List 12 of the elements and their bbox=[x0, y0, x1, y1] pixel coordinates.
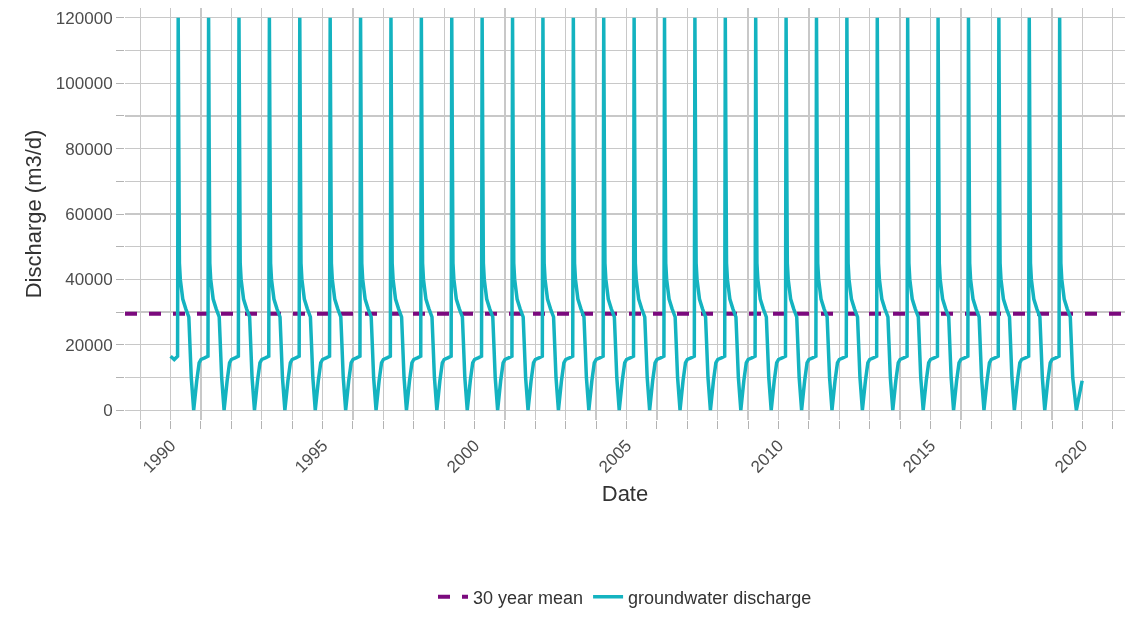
y-tick-label: 80000 bbox=[65, 139, 113, 159]
y-tick-label: 60000 bbox=[65, 204, 113, 224]
y-tick-label: 100000 bbox=[55, 74, 113, 94]
y-tick-label: 120000 bbox=[55, 8, 113, 28]
y-axis-title: Discharge (m3/d) bbox=[20, 129, 46, 299]
line-series bbox=[168, 16, 1084, 412]
legend-label: 30 year mean bbox=[473, 587, 584, 608]
y-tick-label: 20000 bbox=[65, 335, 113, 355]
y-tick-label: 0 bbox=[103, 401, 113, 421]
x-axis-title: Date bbox=[601, 481, 649, 507]
legend-label: groundwater discharge bbox=[628, 587, 812, 608]
y-tick-label: 40000 bbox=[65, 270, 113, 290]
